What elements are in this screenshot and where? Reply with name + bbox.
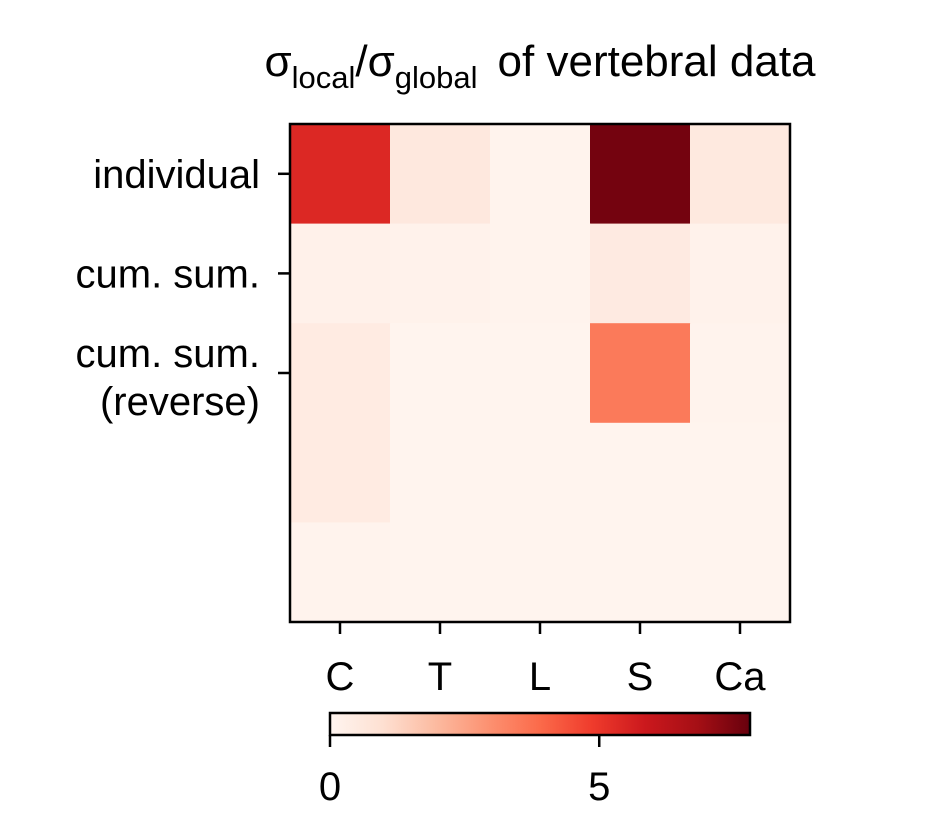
heatmap-cell — [690, 124, 791, 225]
colorbar-tick-label: 0 — [319, 765, 341, 809]
title-rest: of vertebral data — [498, 37, 816, 86]
x-tick-label: Ca — [714, 655, 766, 699]
x-tick-label: S — [627, 655, 654, 699]
heatmap-cell — [290, 124, 391, 225]
y-tick-label: cum. sum. (reverse) — [76, 332, 260, 424]
heatmap-cell — [290, 422, 391, 523]
heatmap-cell — [690, 223, 791, 324]
heatmap-cell — [390, 223, 491, 324]
chart-title: σlocal/σglobal of vertebral data — [264, 37, 816, 95]
heatmap-cell — [690, 422, 791, 523]
title-subscript-local: local — [292, 60, 356, 95]
heatmap-cell — [290, 522, 391, 623]
heatmap-cell — [690, 522, 791, 623]
heatmap-cell — [490, 223, 591, 324]
y-tick-label: individual — [93, 153, 260, 197]
heatmap-cell — [590, 124, 691, 225]
heatmap-cell — [290, 323, 391, 424]
heatmap-cell — [590, 422, 691, 523]
heatmap-cell — [390, 323, 491, 424]
title-subscript-global: global — [395, 60, 478, 95]
x-tick-label: T — [428, 655, 452, 699]
heatmap-cell — [590, 223, 691, 324]
heatmap-cell — [490, 522, 591, 623]
x-tick-label: L — [529, 655, 551, 699]
x-axis: C T L S Ca — [326, 622, 766, 699]
colorbar-gradient — [328, 711, 752, 737]
title-sigma-1: σ — [264, 37, 291, 86]
title-slash: / — [355, 37, 368, 86]
heatmap-cell — [390, 422, 491, 523]
heatmap-cell — [490, 323, 591, 424]
heatmap-cell — [490, 124, 591, 225]
heatmap-cell — [590, 323, 691, 424]
y-axis: individual cum. sum. cum. sum. (reverse) — [76, 153, 290, 424]
x-tick-label: C — [326, 655, 355, 699]
y-tick-label: cum. sum. — [76, 252, 260, 296]
heatmap-cell — [290, 223, 391, 324]
heatmap-cell — [490, 422, 591, 523]
heatmap-cell — [590, 522, 691, 623]
heatmap-cell — [690, 323, 791, 424]
heatmap-cell — [390, 522, 491, 623]
heatmap-cells — [290, 124, 791, 623]
colorbar-tick-label: 5 — [588, 765, 610, 809]
heatmap-cell — [390, 124, 491, 225]
title-sigma-2: σ — [368, 37, 395, 86]
